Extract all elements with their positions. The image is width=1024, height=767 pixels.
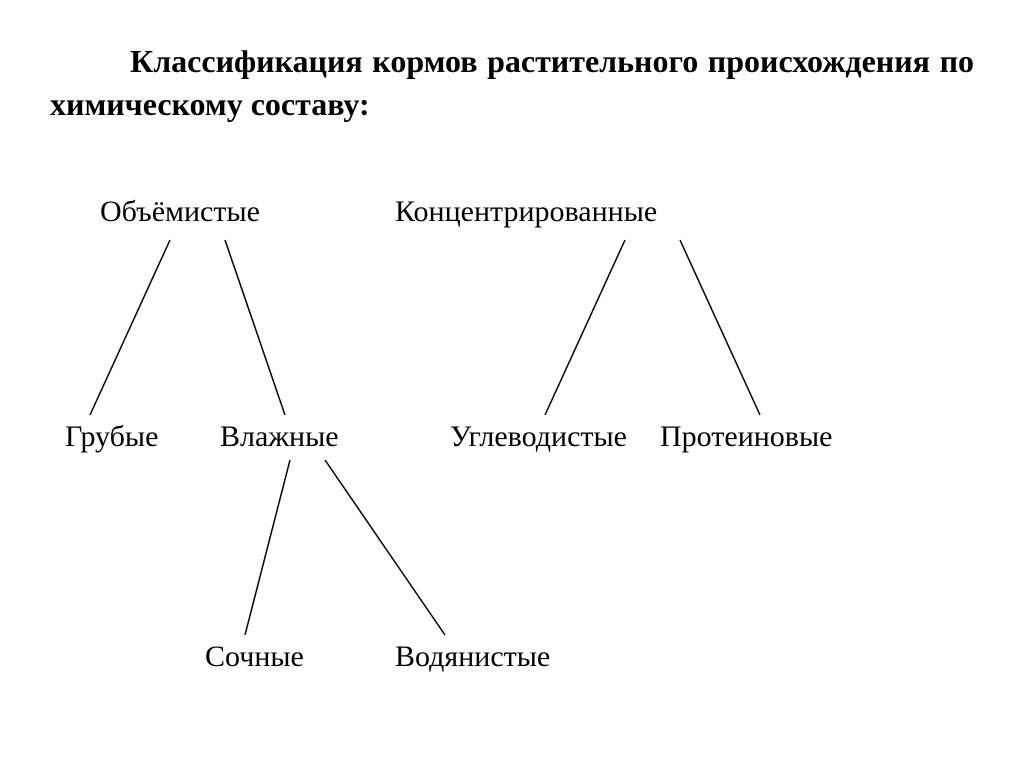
tree-node-watery: Водянистые — [395, 640, 550, 674]
tree-edge — [245, 460, 290, 635]
tree-node-protein: Протеиновые — [660, 420, 832, 454]
tree-edge — [90, 240, 170, 415]
tree-edge — [225, 240, 285, 415]
tree-node-conc: Концентрированные — [395, 195, 657, 229]
tree-node-bulk: Объёмистые — [100, 195, 260, 229]
tree-edge — [545, 240, 625, 415]
tree-node-carb: Углеводистые — [450, 420, 627, 454]
tree-node-juicy: Сочные — [205, 640, 304, 674]
diagram-title: Классификация кормов растительного проис… — [50, 40, 974, 126]
tree-edge — [325, 460, 445, 635]
tree-node-moist: Влажные — [220, 420, 339, 454]
tree-node-coarse: Грубые — [65, 420, 158, 454]
tree-edge — [680, 240, 760, 415]
